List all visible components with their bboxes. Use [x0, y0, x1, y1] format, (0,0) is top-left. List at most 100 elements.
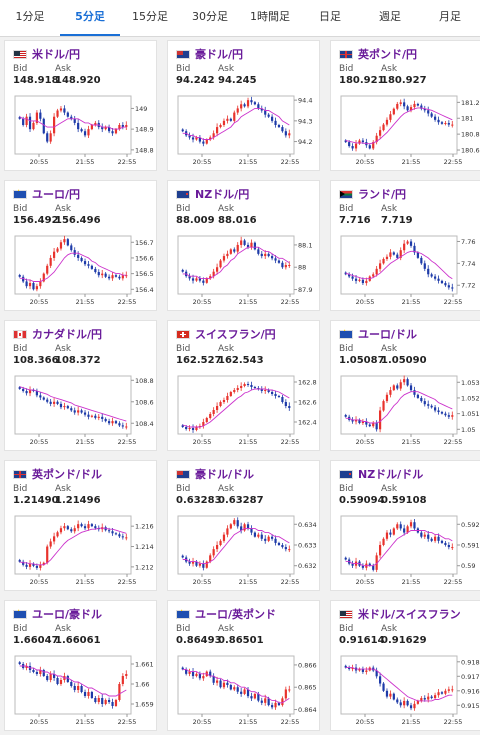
price-chart[interactable]: 1.216 1.214 1.212 20:55 21:55 22:55 — [5, 513, 156, 591]
candle-down — [430, 696, 433, 699]
flag-eu-icon — [13, 186, 27, 199]
pair-name[interactable]: 英ポンド/円 — [358, 48, 418, 61]
candle-up — [125, 537, 128, 539]
y-tick-label: 0.918 — [461, 658, 480, 666]
price-chart[interactable]: 156.7 156.6 156.5 156.4 20:55 21:55 22:55 — [5, 233, 156, 311]
pair-name[interactable]: ユーロ/英ポンド — [195, 608, 277, 621]
price-chart[interactable]: 0.866 0.865 0.864 20:55 21:55 22:55 — [168, 653, 319, 731]
chart-frame — [340, 95, 458, 155]
price-chart[interactable]: 162.8 162.6 162.4 20:55 21:55 22:55 — [168, 373, 319, 451]
price-chart[interactable]: 1.053 1.052 1.051 1.05 20:55 21:55 22:55 — [331, 373, 480, 451]
price-chart[interactable]: 0.634 0.633 0.632 20:55 21:55 22:55 — [168, 513, 319, 591]
tab-d[interactable]: 日足 — [319, 10, 341, 23]
pair-name[interactable]: NZドル/ドル — [358, 468, 424, 481]
x-tick-label: 20:55 — [356, 578, 375, 586]
candle-up — [284, 265, 287, 268]
candle-down — [260, 534, 263, 539]
candle-down — [22, 276, 25, 282]
candle-down — [70, 116, 73, 119]
x-tick-label: 22:55 — [444, 158, 463, 166]
candle-down — [433, 116, 437, 120]
currency-card[interactable]: ユーロ/ドルBidAsk1.050871.050901.0531.0521.05… — [330, 320, 480, 451]
price-chart[interactable]: 0.592 0.591 0.59 20:55 21:55 22:55 — [331, 513, 480, 591]
candle-down — [361, 565, 365, 568]
price-chart[interactable]: 94.4 94.3 94.2 20:55 21:55 22:55 — [168, 93, 319, 171]
currency-card[interactable]: 豪ドル/円 Bid Ask 94.242 94.245 94.4 94.3 94.2 20:55… — [167, 40, 320, 171]
x-tick-label: 21:55 — [76, 298, 95, 306]
candle-down — [28, 116, 32, 130]
pair-name[interactable]: カナダドル/円 — [32, 328, 103, 341]
candle-down — [423, 108, 426, 111]
candle-down — [236, 520, 239, 527]
candle-up — [243, 524, 246, 531]
candle-up — [236, 108, 239, 113]
currency-card[interactable]: ユーロ/英ポンドBidAsk0.864930.865010.8660.8650.… — [167, 600, 320, 731]
currency-card[interactable]: NZドル/ドル Bid Ask 0.59094 0.59108 0.592 0.591 0.5… — [330, 460, 480, 591]
candle-up — [378, 263, 382, 269]
candle-up — [406, 526, 409, 533]
candle-up — [59, 242, 63, 249]
ask-label: Ask — [218, 204, 235, 214]
price-chart[interactable]: 108.8 108.6 108.4 20:55 21:55 22:55 — [5, 373, 156, 451]
candle-up — [49, 133, 52, 142]
candle-down — [406, 700, 409, 706]
currency-card[interactable]: ランド/円 Bid Ask 7.716 7.719 7.76 7.74 7.72 20:55 21… — [330, 180, 480, 311]
pair-name[interactable]: 米ドル/スイスフラン — [358, 608, 461, 621]
pair-name[interactable]: 豪ドル/ドル — [195, 468, 255, 481]
tab-w[interactable]: 週足 — [379, 10, 401, 23]
y-tick-label: 162.8 — [298, 379, 317, 387]
x-tick-label: 22:55 — [118, 298, 137, 306]
candle-down — [32, 670, 35, 672]
currency-card[interactable]: 米ドル/円 Bid Ask 148.918 148.920 149 148.9 148.8 20… — [4, 40, 157, 171]
currency-card[interactable]: 英ポンド/ドル Bid Ask 1.21490 1.21496 1.216 1.214 1.2… — [4, 460, 157, 591]
pair-name[interactable]: 米ドル/円 — [32, 48, 81, 61]
currency-card[interactable]: スイスフラン/円 Bid Ask 162.527 162.543 162.8 162.6 16… — [167, 320, 320, 451]
price-chart[interactable]: 181.2 181 180.8 180.6 20:55 21:55 22:55 — [331, 93, 480, 171]
currency-card[interactable]: NZドル/円 Bid Ask 88.009 88.016 88.1 88 87.9 20:55 2… — [167, 180, 320, 311]
pair-name[interactable]: 英ポンド/ドル — [32, 468, 103, 481]
tab-30m[interactable]: 30分足 — [192, 10, 228, 23]
pair-name[interactable]: ユーロ/円 — [32, 188, 81, 201]
tab-mo[interactable]: 月足 — [439, 10, 461, 23]
y-tick-label: 180.8 — [461, 131, 480, 139]
candle-down — [66, 676, 69, 682]
tab-5m[interactable]: 5分足 — [60, 0, 120, 36]
pair-name[interactable]: ユーロ/豪ドル — [32, 608, 103, 621]
pair-name[interactable]: 豪ドル/円 — [195, 48, 244, 61]
price-chart[interactable]: 7.76 7.74 7.72 20:55 21:55 22:55 — [331, 233, 480, 311]
currency-card[interactable]: 米ドル/スイスフラン Bid Ask 0.91614 0.91629 0.918 0.917… — [330, 600, 480, 731]
tab-15m[interactable]: 15分足 — [132, 10, 168, 23]
currency-card[interactable]: カナダドル/円 Bid Ask 108.366 108.372 108.8 108.6 108… — [4, 320, 157, 451]
flag-au-icon — [176, 49, 190, 59]
tab-1h[interactable]: 1時間足 — [250, 10, 290, 23]
price-chart[interactable]: 149 148.9 148.8 20:55 21:55 22:55 — [5, 93, 156, 171]
candle-up — [118, 684, 121, 700]
candle-down — [257, 693, 260, 701]
candle-down — [70, 682, 73, 686]
x-tick-label: 21:55 — [402, 578, 421, 586]
candle-down — [246, 689, 250, 697]
candle-down — [94, 526, 97, 529]
card-header: 英ポンド/円 — [339, 46, 417, 62]
candle-down — [444, 542, 447, 545]
card-header: 豪ドル/円 — [176, 46, 243, 62]
candle-down — [240, 691, 243, 694]
candle-down — [107, 127, 111, 132]
x-tick-label: 22:55 — [281, 578, 300, 586]
price-chart[interactable]: 1.661 1.66 1.659 20:55 21:55 22:55 — [5, 653, 156, 731]
bid-value: 94.242 — [176, 75, 215, 86]
candle-down — [66, 526, 69, 530]
price-chart[interactable]: 88.1 88 87.9 20:55 21:55 22:55 — [168, 233, 319, 311]
candle-up — [274, 702, 277, 708]
pair-name[interactable]: スイスフラン/円 — [195, 328, 276, 341]
price-chart[interactable]: 0.918 0.917 0.916 0.915 20:55 21:55 22:55 — [331, 653, 480, 731]
pair-name[interactable]: NZドル/円 — [195, 188, 250, 201]
currency-card[interactable]: 英ポンド/円 Bid Ask 180.921 180.927 181.2 181 180.8 1… — [330, 40, 480, 171]
candle-up — [39, 281, 42, 287]
currency-card[interactable]: 豪ドル/ドル Bid Ask 0.63283 0.63287 0.634 0.633 0.63… — [167, 460, 320, 591]
pair-name[interactable]: ユーロ/ドル — [358, 328, 418, 341]
pair-name[interactable]: ランド/円 — [358, 188, 407, 201]
tab-1m[interactable]: 1分足 — [15, 10, 45, 23]
